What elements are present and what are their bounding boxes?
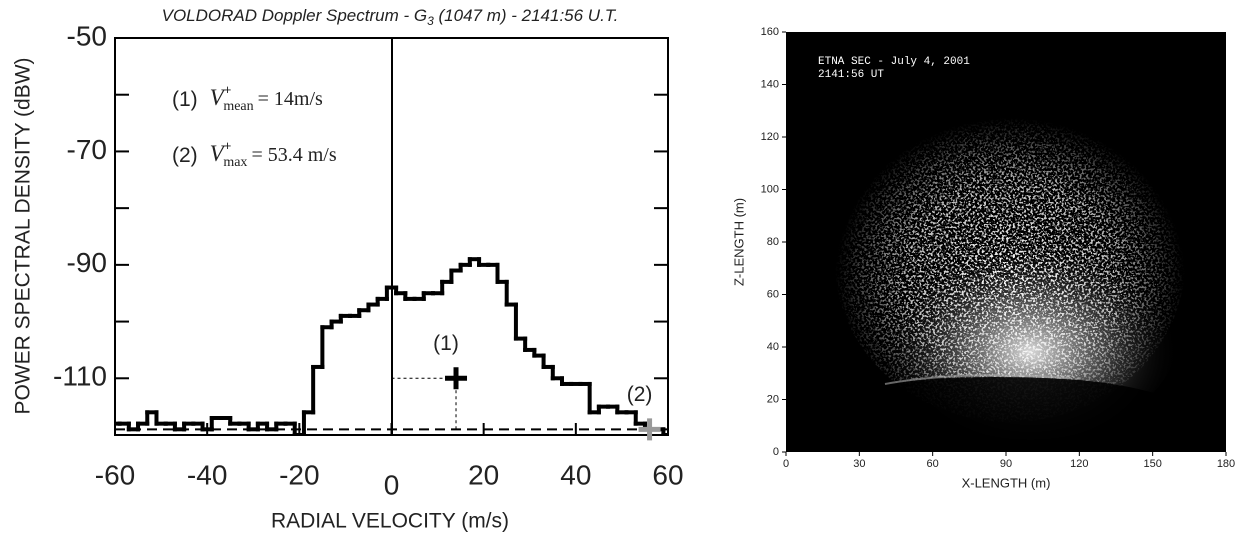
annotation-sup: + (224, 82, 232, 97)
x-axis-label: RADIAL VELOCITY (m/s) (271, 510, 509, 533)
y-tick-label: 80 (767, 236, 779, 248)
y-tick-label: 160 (761, 26, 779, 38)
annotation: (2) V+ max = 53.4 m/s (172, 138, 337, 170)
annotations: (1) V+ mean = 14m/s(2) V+ max = 53.4 m/s (172, 82, 337, 170)
annotation-symbol: V (210, 85, 227, 110)
annotation-label: (2) (172, 144, 198, 167)
y-tick-label: -50 (67, 20, 107, 51)
y-tick-label: -110 (53, 361, 107, 392)
x-tick-label: 90 (1000, 458, 1012, 470)
annotation-text: = 14m/s (258, 88, 323, 110)
image-annotation: ETNA SEC - July 4, 2001 (818, 56, 970, 68)
title-part: VOLDORAD Doppler Spectrum - G (162, 6, 427, 25)
y-axis-label: Z-LENGTH (m) (731, 198, 746, 286)
annotation-text: = 53.4 m/s (251, 144, 336, 166)
marker-label: (1) (433, 332, 459, 355)
annotation-sub: max (223, 155, 247, 170)
x-tick-label: 20 (468, 459, 499, 490)
y-tick-label: -70 (67, 134, 107, 165)
annotation-label: (1) (172, 88, 198, 111)
x-tick-label: 40 (560, 459, 591, 490)
crater-rim (880, 376, 1175, 452)
y-tick-label: -90 (67, 247, 107, 278)
chart-title: VOLDORAD Doppler Spectrum - G3 (1047 m) … (162, 6, 619, 28)
y-tick-label: 0 (773, 446, 779, 458)
y-tick-label: 140 (761, 78, 779, 90)
annotation-sup: + (224, 138, 232, 153)
title-part: (1047 m) - 2141:56 U.T. (434, 6, 619, 25)
x-tick-label: 0 (783, 458, 789, 470)
left-chart: VOLDORAD Doppler Spectrum - G3 (1047 m) … (12, 6, 669, 533)
rim-edge (884, 374, 1071, 385)
x-tick-label: -20 (279, 459, 319, 490)
image-annotation: 2141:56 UT (818, 69, 884, 81)
x-tick-label: -60 (95, 459, 135, 490)
y-tick-label: 20 (767, 393, 779, 405)
right-chart: ETNA SEC - July 4, 2001 2141:56 UT X-LEN… (731, 32, 1226, 490)
annotation-sub: mean (223, 99, 253, 114)
marker-cross (638, 418, 661, 441)
x-tick-label: 60 (652, 459, 683, 490)
y-tick-label: 120 (761, 131, 779, 143)
x-tick-label: 60 (927, 458, 939, 470)
x-tick-label: 30 (853, 458, 865, 470)
y-tick-label: 60 (767, 288, 779, 300)
marker-label: (2) (627, 383, 653, 406)
y-tick-label: 40 (767, 341, 779, 353)
annotation: (1) V+ mean = 14m/s (172, 82, 323, 114)
x-axis-label: X-LENGTH (m) (962, 475, 1051, 490)
x-tick-label: -40 (187, 459, 227, 490)
annotation-symbol: V (210, 141, 227, 166)
x-tick-label: 0 (384, 469, 400, 500)
marker-cross (445, 367, 468, 390)
y-axis-label: POWER SPECTRAL DENSITY (dBW) (12, 57, 35, 414)
x-tick-label: 180 (1217, 458, 1235, 470)
y-tick-label: 100 (761, 183, 779, 195)
x-tick-label: 150 (1143, 458, 1161, 470)
title-part: 3 (427, 14, 434, 28)
x-tick-label: 120 (1070, 458, 1088, 470)
